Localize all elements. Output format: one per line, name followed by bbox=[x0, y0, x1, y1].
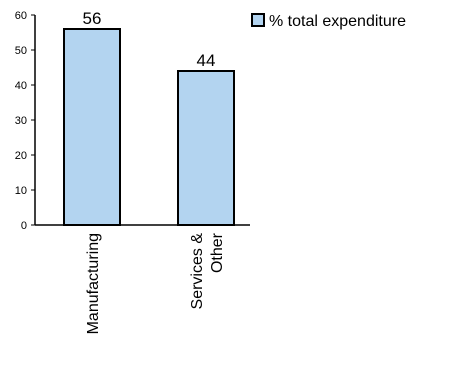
y-tick-label: 60 bbox=[15, 10, 27, 22]
y-tick-label: 50 bbox=[15, 45, 27, 57]
y-tick-label: 30 bbox=[15, 115, 27, 127]
x-tick-label: Other bbox=[209, 232, 226, 273]
bar bbox=[177, 70, 235, 226]
legend-label: % total expenditure bbox=[269, 13, 406, 30]
data-label: 44 bbox=[197, 51, 216, 70]
y-tick-label: 10 bbox=[15, 185, 27, 197]
y-tick-label: 40 bbox=[15, 80, 27, 92]
bars bbox=[63, 28, 235, 226]
x-tick-label: Services & bbox=[189, 233, 206, 310]
labels: 56 Manufacturing 44 Services & Other bbox=[83, 9, 226, 334]
y-tick-label: 20 bbox=[15, 150, 27, 162]
legend: % total expenditure bbox=[251, 13, 406, 30]
x-tick-label: Manufacturing bbox=[85, 233, 102, 334]
data-label: 56 bbox=[83, 9, 102, 28]
bar bbox=[63, 28, 121, 226]
legend-swatch bbox=[251, 13, 265, 27]
y-tick-label: 0 bbox=[21, 220, 27, 232]
